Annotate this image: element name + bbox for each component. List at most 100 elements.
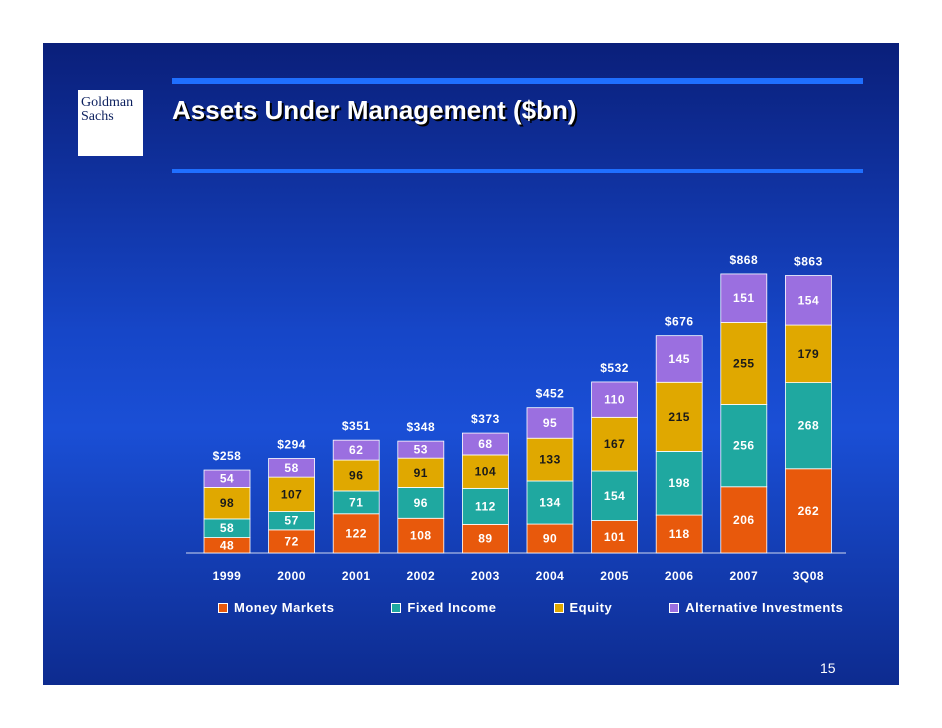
bar-segment-money_markets (720, 486, 768, 554)
x-tick-label: 2004 (536, 569, 565, 583)
data-label: 54 (220, 472, 234, 486)
legend-label: Fixed Income (407, 600, 497, 615)
bar-segment-fixed_income (720, 404, 768, 488)
data-label: 58 (220, 521, 234, 535)
data-label: 167 (604, 437, 626, 451)
data-label: 98 (220, 496, 234, 510)
data-label: 58 (284, 461, 298, 475)
legend-item: Fixed Income (391, 600, 496, 615)
data-label: 198 (668, 476, 690, 490)
bar-segment-alternative (526, 407, 574, 439)
data-label: 89 (478, 532, 492, 546)
total-label: $863 (794, 255, 823, 269)
bar-segment-equity (461, 454, 509, 489)
data-label: 206 (733, 513, 755, 527)
data-label: 68 (478, 437, 492, 451)
data-label: 96 (349, 469, 363, 483)
bar-segment-equity (203, 487, 251, 520)
x-tick-label: 2003 (471, 569, 500, 583)
bar-segment-alternative (332, 439, 380, 461)
legend-swatch (553, 602, 564, 613)
data-label: 95 (543, 416, 557, 430)
bar-segment-alternative (461, 432, 509, 456)
bar-segment-alternative (720, 273, 768, 323)
total-label: $258 (213, 449, 242, 463)
data-label: 151 (733, 291, 755, 305)
bar-segment-money_markets (397, 517, 445, 554)
data-label: 256 (733, 439, 755, 453)
bar-segment-money_markets (785, 468, 832, 554)
x-tick-label: 3Q08 (793, 569, 824, 583)
total-label: $452 (536, 387, 565, 401)
x-tick-label: 2002 (406, 569, 435, 583)
title-bottom-rule (172, 169, 863, 173)
bar-segment-fixed_income (526, 480, 574, 525)
data-label: 104 (475, 465, 497, 479)
total-label: $351 (342, 419, 371, 433)
company-logo: Goldman Sachs (78, 90, 143, 156)
legend-label: Money Markets (234, 600, 335, 615)
bar-segment-equity (591, 416, 638, 472)
data-label: 154 (798, 293, 820, 307)
data-label: 145 (668, 352, 690, 366)
legend-swatch (669, 602, 680, 613)
logo-line-2: Sachs (81, 109, 114, 124)
data-label: 107 (281, 487, 303, 501)
data-label: 53 (414, 443, 428, 457)
bar-segment-alternative (785, 275, 832, 326)
title-top-rule (172, 78, 863, 84)
bar-segment-money_markets (591, 520, 638, 554)
legend-label: Alternative Investments (685, 600, 844, 615)
total-label: $373 (471, 412, 500, 426)
data-label: 108 (410, 529, 432, 543)
data-label: 133 (539, 453, 561, 467)
data-label: 101 (604, 530, 626, 544)
bar-segment-alternative (655, 335, 703, 383)
page-number: 15 (820, 660, 836, 676)
data-label: 215 (668, 410, 690, 424)
total-label: $676 (665, 315, 694, 329)
data-label: 91 (414, 466, 428, 480)
logo-line-1: Goldman (81, 95, 134, 110)
legend-item: Money Markets (218, 600, 334, 615)
data-label: 71 (349, 495, 363, 509)
data-label: 96 (414, 496, 428, 510)
bar-segment-equity (655, 381, 703, 452)
legend-swatch (391, 602, 402, 613)
data-label: 90 (543, 532, 557, 546)
data-label: 57 (284, 514, 298, 528)
bar-segment-alternative (397, 440, 445, 459)
bar-segment-money_markets (461, 523, 509, 554)
x-tick-label: 1999 (213, 569, 242, 583)
legend-item: Equity (553, 600, 613, 615)
bar-segment-money_markets (655, 514, 703, 554)
data-label: 134 (539, 496, 561, 510)
bar-segment-alternative (268, 458, 316, 478)
data-label: 48 (220, 538, 234, 552)
data-label: 110 (604, 393, 625, 407)
bar-segment-equity (268, 476, 316, 512)
bar-segment-fixed_income (461, 487, 509, 525)
x-tick-label: 2007 (729, 569, 758, 583)
total-label: $532 (600, 361, 629, 375)
x-tick-label: 2005 (600, 569, 629, 583)
data-label: 262 (798, 504, 820, 518)
bar-segment-equity (526, 437, 574, 482)
legend-label: Equity (569, 600, 613, 615)
legend-swatch (218, 602, 228, 613)
total-label: $868 (729, 253, 758, 267)
data-label: 112 (475, 499, 496, 513)
bar-segment-money_markets (332, 513, 380, 554)
bar-segment-equity (720, 322, 768, 405)
bar-segment-fixed_income (655, 451, 703, 516)
data-label: 179 (798, 347, 820, 361)
data-label: 62 (349, 443, 363, 457)
bar-segment-alternative (591, 381, 638, 418)
total-label: $348 (406, 420, 435, 434)
x-tick-label: 2000 (277, 569, 306, 583)
bar-segment-equity (332, 459, 380, 492)
data-label: 154 (604, 489, 626, 503)
bar-segment-fixed_income (785, 382, 832, 470)
x-tick-label: 2001 (342, 569, 371, 583)
